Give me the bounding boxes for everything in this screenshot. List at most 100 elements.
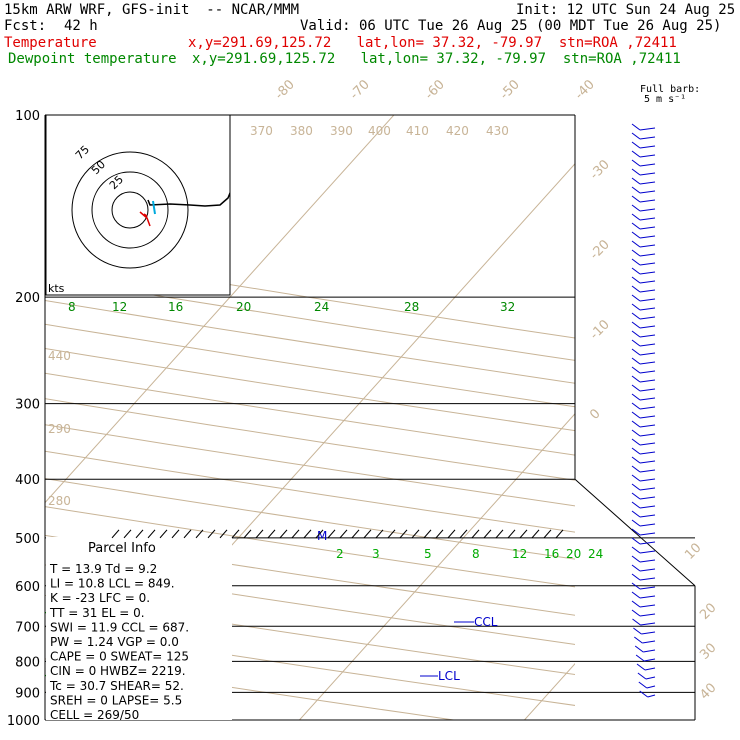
wind-barb (639, 550, 656, 554)
wind-barb (639, 316, 656, 320)
wind-barb-flag (631, 177, 641, 185)
dry-adiabat-label: 410 (406, 124, 429, 138)
dry-adiabat (45, 347, 575, 432)
wind-barb-flag (631, 150, 641, 158)
isotherm-label: -70 (347, 77, 373, 103)
wind-barb-flag (631, 555, 641, 563)
parcel-row: CIN = 0 HWBZ= 2219. (50, 664, 186, 678)
freezing-hatch (495, 529, 504, 539)
wind-barb (639, 352, 656, 356)
hodograph-ring (91, 171, 169, 249)
wind-barb (639, 433, 656, 437)
dry-adiabat-label: 380 (290, 124, 313, 138)
wind-barb-flag (631, 528, 641, 536)
wind-barb-flag (631, 141, 641, 149)
wind-barb (639, 532, 656, 536)
freezing-hatch (123, 529, 132, 539)
wind-barb-flag (631, 348, 641, 356)
wind-barb (639, 595, 656, 599)
dry-adiabat-label: 420 (446, 124, 469, 138)
wind-barb-flag (631, 240, 641, 248)
wind-barb-flag (631, 564, 641, 572)
wind-barb-flag (631, 510, 641, 518)
wind-barb (639, 325, 656, 329)
y-tick-label: 200 (15, 291, 40, 306)
wind-barb (639, 415, 656, 419)
wind-barb-flag (631, 456, 641, 464)
wind-barb-flag (631, 132, 641, 140)
freezing-hatch (447, 529, 456, 539)
wind-barb (639, 271, 656, 275)
freezing-hatch (207, 529, 216, 539)
isotherm-label: -80 (272, 77, 298, 103)
isotherm-line (298, 413, 575, 720)
wind-barb (639, 154, 656, 158)
wind-barb-flag (633, 627, 642, 635)
parcel-row: SWI = 11.9 CCL = 687. (50, 620, 189, 634)
wind-barb-flag (631, 168, 641, 176)
wind-barb-flag (631, 501, 641, 509)
y-tick-label: 400 (15, 473, 40, 488)
wind-barb-flag (633, 636, 643, 644)
wind-barb-flag (631, 357, 641, 365)
wind-barb (639, 451, 656, 455)
dry-adiabat-label: 280 (48, 494, 71, 508)
wind-barb (639, 235, 656, 239)
wind-barb-flag (631, 321, 641, 329)
parcel-row: K = -23 LFC = 0. (50, 591, 150, 605)
y-tick-label: 1000 (7, 714, 40, 729)
wind-barb-flag (631, 186, 641, 194)
freezing-hatch (435, 529, 444, 539)
wind-barb (639, 334, 656, 338)
parcel-box-bg (46, 537, 232, 720)
wind-barb-flag (631, 492, 641, 500)
mean-wind-marker (139, 211, 151, 227)
mixing-ratio-label: 5 (424, 547, 432, 561)
freezing-hatch (159, 529, 168, 539)
legend-temperature-info: x,y=291.69,125.72 lat,lon= 37.32, -79.97… (188, 35, 677, 51)
freezing-hatch (483, 529, 492, 539)
freezing-hatch (303, 529, 312, 539)
wind-barb (644, 658, 656, 662)
wind-barb-flag (631, 312, 641, 320)
freezing-hatch (219, 529, 228, 539)
hodograph-ring (111, 191, 149, 229)
wind-barb (639, 217, 656, 221)
wind-barb (645, 676, 656, 680)
wind-barb (646, 685, 656, 689)
wind-barb (639, 181, 656, 185)
wind-barb (639, 406, 656, 410)
legend-dewpoint: Dewpoint temperature (8, 51, 177, 67)
wind-barb (643, 649, 656, 653)
wind-barb-flag (631, 402, 641, 410)
freezing-hatch (375, 529, 384, 539)
dry-adiabat-label: 290 (48, 422, 71, 436)
wind-barb-flag (631, 483, 641, 491)
wind-barb-flag (631, 384, 641, 392)
wind-barb-flag (631, 213, 641, 221)
wind-barb (639, 388, 656, 392)
init-time: Init: 12 UTC Sun 24 Aug 25 (516, 2, 736, 18)
wind-barb (641, 631, 656, 635)
freezing-hatch (399, 529, 408, 539)
freezing-hatch (531, 529, 540, 539)
wind-barb-flag (631, 222, 641, 230)
mixing-ratio-label: 3 (372, 547, 380, 561)
freezing-hatch (555, 529, 564, 539)
y-tick-label: 800 (15, 655, 40, 670)
isotherm-label: -60 (422, 77, 448, 103)
wind-barb (639, 145, 656, 149)
moist-adiabat-label: 12 (112, 300, 127, 314)
parcel-title: Parcel Info (88, 541, 156, 556)
wind-barb-flag (631, 447, 641, 455)
wind-barb-flag (631, 393, 641, 401)
wind-barb (639, 289, 656, 293)
barb-note-line2: 5 m s⁻¹ (644, 94, 687, 105)
freezing-hatch (279, 529, 288, 539)
parcel-row: CELL = 269/50 (50, 708, 139, 722)
wind-barb-flag (631, 609, 641, 617)
wind-barb (639, 190, 656, 194)
freezing-hatch (255, 529, 264, 539)
y-tick-label: 900 (15, 686, 40, 701)
